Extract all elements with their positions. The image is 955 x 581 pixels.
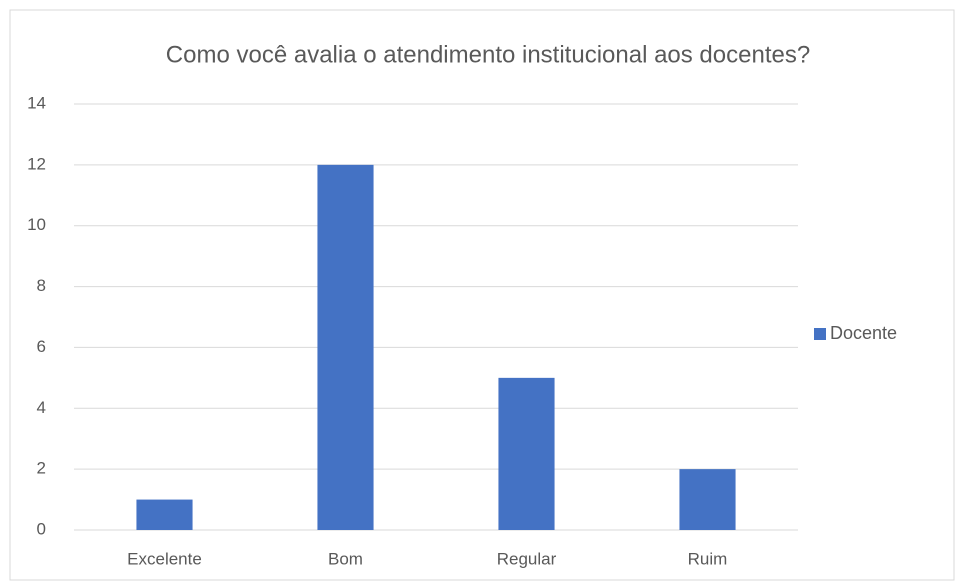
x-tick-label: Ruim	[688, 549, 728, 568]
y-tick-label: 12	[27, 154, 46, 173]
bar	[317, 164, 374, 530]
y-tick-label: 0	[37, 519, 46, 538]
y-tick-label: 2	[37, 459, 46, 478]
y-tick-label: 8	[37, 276, 46, 295]
y-tick-label: 14	[27, 93, 46, 112]
y-tick-label: 4	[37, 398, 46, 417]
x-tick-label: Bom	[328, 549, 363, 568]
legend-label: Docente	[830, 323, 897, 343]
chart-border	[9, 9, 955, 581]
bar	[679, 469, 736, 530]
chart-title: Como você avalia o atendimento instituci…	[166, 41, 810, 68]
y-tick-label: 10	[27, 215, 46, 234]
legend-swatch	[814, 328, 826, 340]
x-tick-label: Excelente	[127, 549, 202, 568]
bar	[136, 499, 193, 530]
y-tick-label: 6	[37, 337, 46, 356]
bar	[498, 377, 555, 530]
x-tick-label: Regular	[497, 549, 557, 568]
